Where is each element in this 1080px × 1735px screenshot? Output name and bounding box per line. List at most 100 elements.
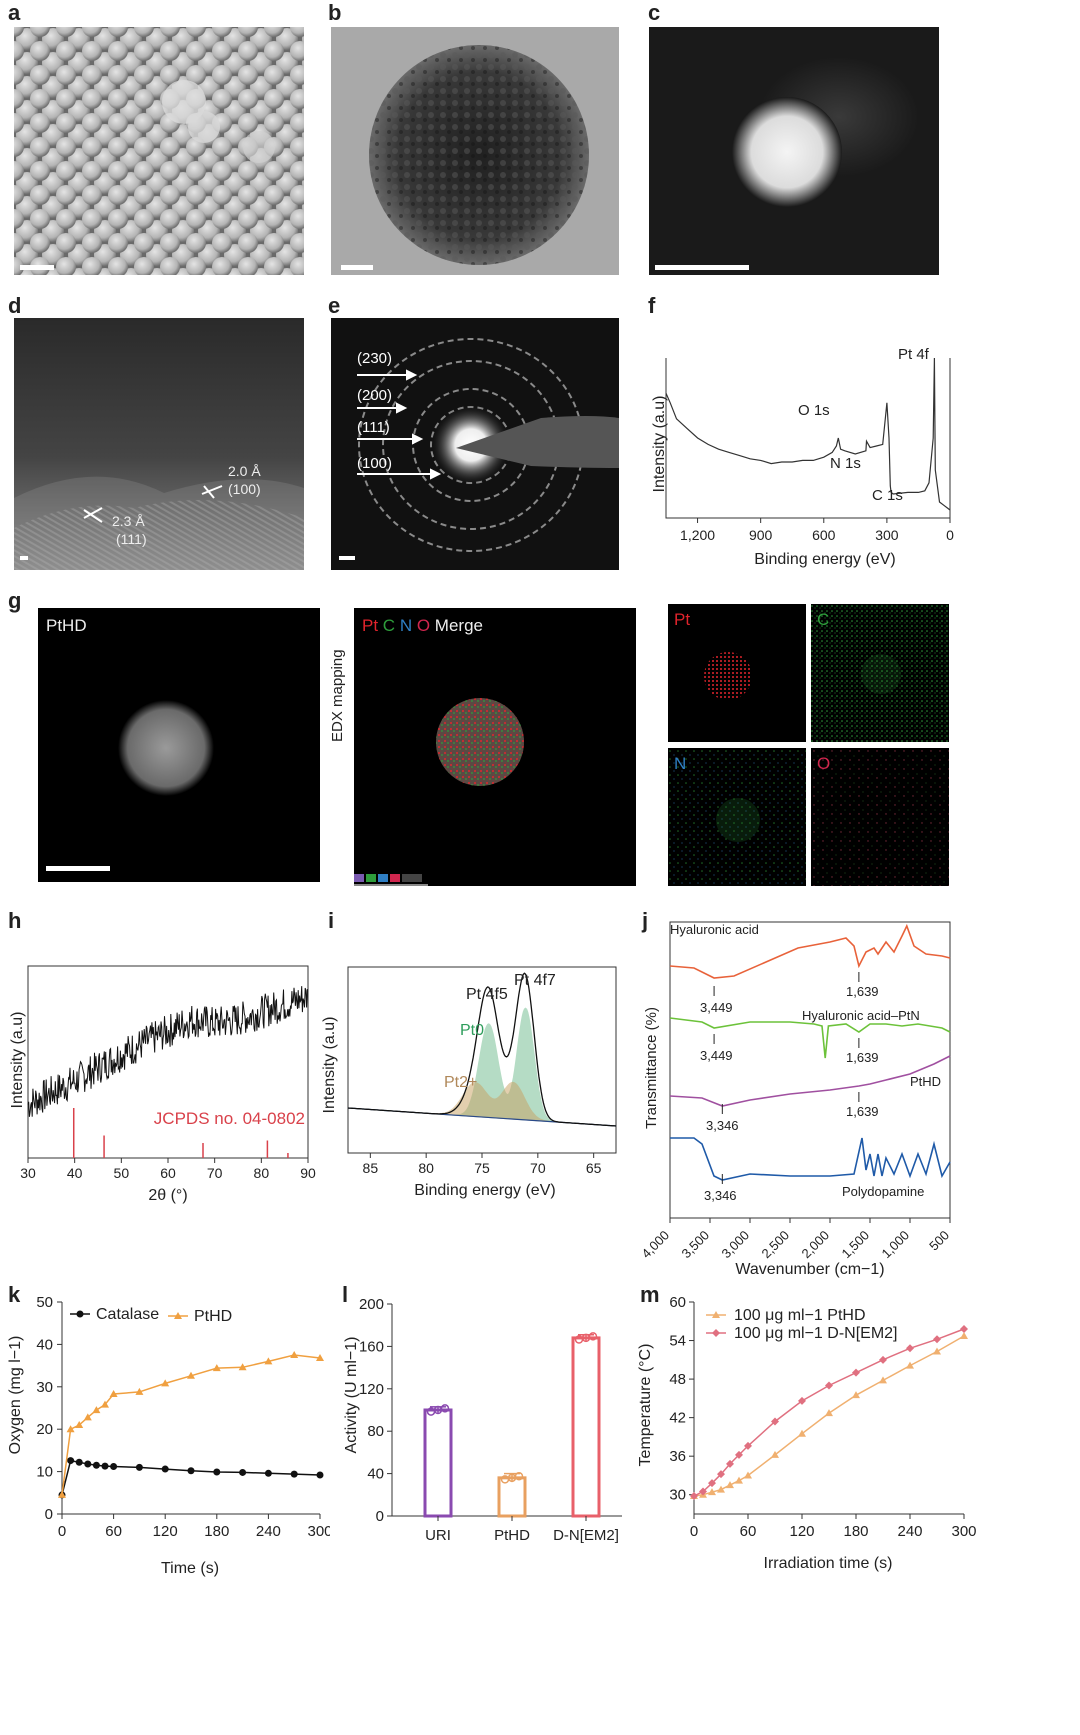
- i-ann-pt4f5: Pt 4f5: [466, 986, 508, 1003]
- k-ytick-label: 40: [36, 1336, 53, 1353]
- j-peak-pthd-1639: 1,639: [846, 1104, 879, 1119]
- m-point-dn: [933, 1335, 941, 1344]
- k-xtick-label: 120: [153, 1523, 178, 1540]
- k-point-catalase: [67, 1457, 75, 1465]
- k-point-pthd: [212, 1364, 221, 1372]
- sem-particles: [14, 27, 304, 275]
- h-xtick-label: 50: [114, 1165, 130, 1181]
- f-axes: [665, 358, 951, 519]
- xps-pt4f-chart: Intensity (a.u) Binding energy (eV) 85 80…: [321, 966, 617, 1199]
- m-point-dn: [726, 1459, 734, 1468]
- k-ylabel: Oxygen (mg l−1): [7, 1336, 24, 1455]
- panel-label-m: m: [640, 1282, 660, 1307]
- pthd-label: PtHD: [46, 616, 87, 635]
- k-point-pthd: [101, 1400, 109, 1408]
- f-ylabel: Intensity (a.u): [651, 396, 668, 493]
- m-xtick-label: 0: [690, 1523, 698, 1540]
- m-point-dn: [825, 1381, 833, 1390]
- edx-map-o: O: [811, 748, 949, 886]
- f-xtick-label: 1,200: [680, 527, 715, 543]
- k-point-catalase: [290, 1470, 298, 1478]
- f-xtick-label: 900: [749, 527, 773, 543]
- m-ytick-label: 30: [669, 1487, 686, 1504]
- merge-c: C: [382, 616, 396, 635]
- hkl-100: (100): [228, 481, 261, 497]
- m-ytick-label: 42: [669, 1410, 686, 1427]
- m-point-dn: [906, 1344, 914, 1353]
- m-point-dn: [717, 1470, 725, 1479]
- j-xtick-label: 4,000: [640, 1228, 672, 1262]
- ftir-chart: Transmittance (%) Wavenumber (cm−1) 4,00…: [640, 921, 952, 1278]
- i-xtick-label: 80: [418, 1160, 434, 1176]
- k-point-catalase: [316, 1471, 324, 1479]
- map-label-pt: Pt: [674, 610, 691, 629]
- k-xtick-label: 0: [58, 1523, 66, 1540]
- i-xtick-label: 75: [474, 1160, 490, 1176]
- panel-label-a: a: [8, 0, 21, 25]
- f-xtick-label: 0: [946, 527, 954, 543]
- j-xtick-label: 500: [926, 1228, 952, 1254]
- hkl-111: (111): [116, 531, 147, 547]
- m-point-dn: [735, 1450, 743, 1459]
- h-frame: [27, 965, 309, 1159]
- m-point-dn: [960, 1324, 968, 1333]
- i-pt2plus-fill: [347, 1081, 617, 1127]
- l-xtick-label: PtHD: [494, 1527, 530, 1544]
- i-ylabel: Intensity (a.u): [321, 1017, 338, 1114]
- h-xrd-line: [27, 986, 308, 1117]
- k-ytick-label: 50: [36, 1294, 53, 1311]
- m-point-dn: [744, 1441, 752, 1450]
- j-series-line: [669, 1055, 951, 1107]
- k-xtick-label: 60: [105, 1523, 122, 1540]
- i-ann-pt2plus: Pt2+: [444, 1074, 477, 1091]
- panel-label-j: j: [642, 908, 649, 933]
- map-label-n: N: [674, 754, 687, 773]
- m-xtick-label: 300: [951, 1523, 976, 1540]
- m-point-pthd: [933, 1347, 941, 1355]
- scale-bar: [341, 265, 373, 270]
- m-point-dn: [708, 1479, 716, 1488]
- d-spacing-111: 2.3 Å: [112, 513, 145, 529]
- m-ytick-label: 60: [669, 1294, 686, 1311]
- ring-label-230: (230): [357, 350, 392, 367]
- ring-label-200: (200): [357, 387, 392, 404]
- l-ytick-label: 0: [376, 1508, 384, 1525]
- f-ann-pt4f: Pt 4f: [898, 346, 930, 363]
- j-series-ha: Hyaluronic acid: [670, 922, 759, 937]
- k-point-pthd: [66, 1425, 75, 1433]
- l-ytick-label: 160: [359, 1338, 384, 1355]
- h-xtick-label: 60: [160, 1165, 176, 1181]
- k-point-pthd: [92, 1406, 101, 1414]
- j-series-line: [670, 1137, 951, 1181]
- m-point-pthd: [708, 1488, 716, 1496]
- k-legend-pthd: PtHD: [194, 1308, 232, 1325]
- m-point-dn: [771, 1417, 779, 1426]
- l-bar: [571, 1336, 601, 1518]
- m-point-pthd: [825, 1409, 833, 1417]
- k-point-pthd: [109, 1390, 118, 1398]
- tem-particle: [341, 45, 589, 270]
- m-legend-dn: 100 μg ml−1 D-N[EM2]: [734, 1325, 898, 1342]
- panel-label-g: g: [8, 588, 22, 613]
- j-peak-haptn-1639: 1,639: [846, 1050, 879, 1065]
- l-data-point: [514, 1472, 524, 1481]
- k-point-pthd: [135, 1387, 144, 1395]
- i-xtick-label: 70: [530, 1160, 546, 1176]
- j-xtick-label: 1,000: [879, 1228, 913, 1262]
- m-legend-marker-dn: [712, 1329, 720, 1337]
- k-legend-catalase: Catalase: [96, 1306, 159, 1323]
- j-xtick-label: 2,000: [799, 1228, 833, 1262]
- m-point-dn: [798, 1396, 806, 1405]
- h-xlabel: 2θ (°): [148, 1187, 187, 1204]
- h-xtick-label: 70: [207, 1165, 223, 1181]
- k-ytick-label: 30: [36, 1379, 53, 1396]
- map-label-o: O: [817, 754, 831, 773]
- k-point-pthd: [264, 1357, 273, 1365]
- i-xtick-label: 65: [586, 1160, 602, 1176]
- ring-label-100: (100): [357, 455, 392, 472]
- beam-stopper: [456, 416, 619, 468]
- m-point-pthd: [717, 1485, 725, 1493]
- l-ytick-label: 120: [359, 1381, 384, 1398]
- m-xtick-label: 60: [740, 1523, 757, 1540]
- tem-image: [331, 27, 619, 275]
